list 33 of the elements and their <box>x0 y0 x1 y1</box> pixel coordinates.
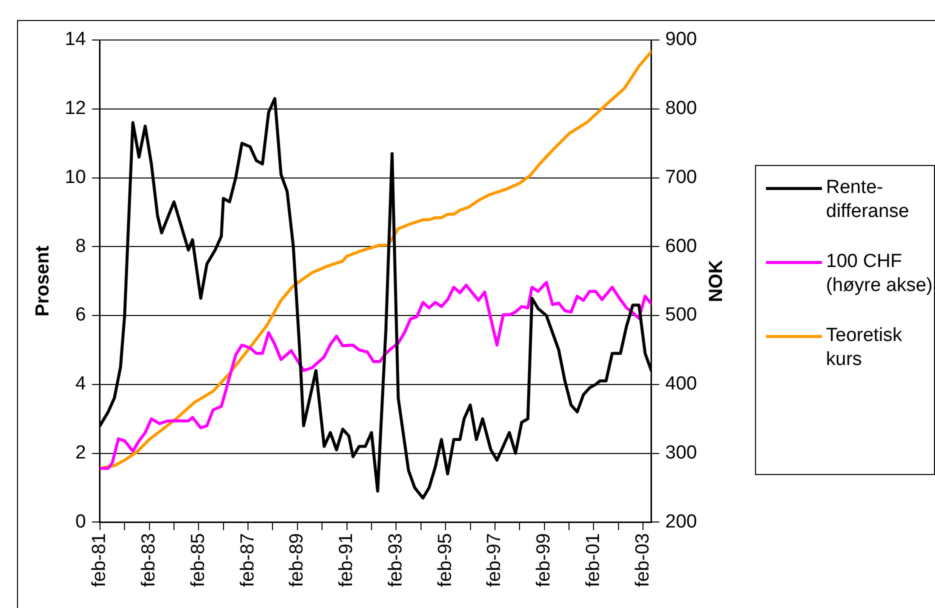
y2-tick-label: 500 <box>665 304 697 326</box>
legend-label: 100 CHF (høyre akse) <box>826 250 934 298</box>
y-tick-label: 8 <box>75 236 86 257</box>
x-tick-label: feb-83 <box>138 533 160 587</box>
x-tick-label: feb-81 <box>89 533 110 587</box>
y-tick-label: 6 <box>75 304 86 326</box>
x-tick-label: feb-99 <box>534 533 555 587</box>
x-tick-label: feb-89 <box>286 533 308 587</box>
y-tick-label: 14 <box>64 29 86 50</box>
y2-tick-label: 200 <box>665 511 697 532</box>
x-tick-label: feb-91 <box>336 533 358 587</box>
y2-tick-label: 400 <box>665 374 697 395</box>
x-tick-label: feb-87 <box>237 533 258 587</box>
y2-tick-label: 800 <box>665 98 697 120</box>
y-tick-label: 4 <box>75 374 86 395</box>
y2-tick-label: 700 <box>665 166 697 188</box>
y2-tick-label: 900 <box>665 29 697 50</box>
x-tick-label: feb-85 <box>188 533 209 587</box>
x-tick-label: feb-93 <box>385 533 406 587</box>
x-tick-label: feb-97 <box>484 533 506 587</box>
y2-axis-title: NOK <box>706 260 728 302</box>
y-tick-label: 0 <box>75 511 86 532</box>
x-tick-label: feb-95 <box>434 533 456 587</box>
legend-label: Rente-differanse <box>826 176 910 224</box>
x-tick-label: feb-03 <box>632 533 654 587</box>
x-tick-label: feb-01 <box>582 533 604 587</box>
y-tick-label: 12 <box>64 98 86 120</box>
y-tick-label: 10 <box>64 166 86 188</box>
y-axis-title: Prosent <box>32 245 54 316</box>
y2-tick-label: 300 <box>665 442 697 464</box>
y2-tick-label: 600 <box>665 236 697 257</box>
legend-label: Teoretisk kurs <box>826 324 904 372</box>
y-tick-label: 2 <box>75 442 86 464</box>
